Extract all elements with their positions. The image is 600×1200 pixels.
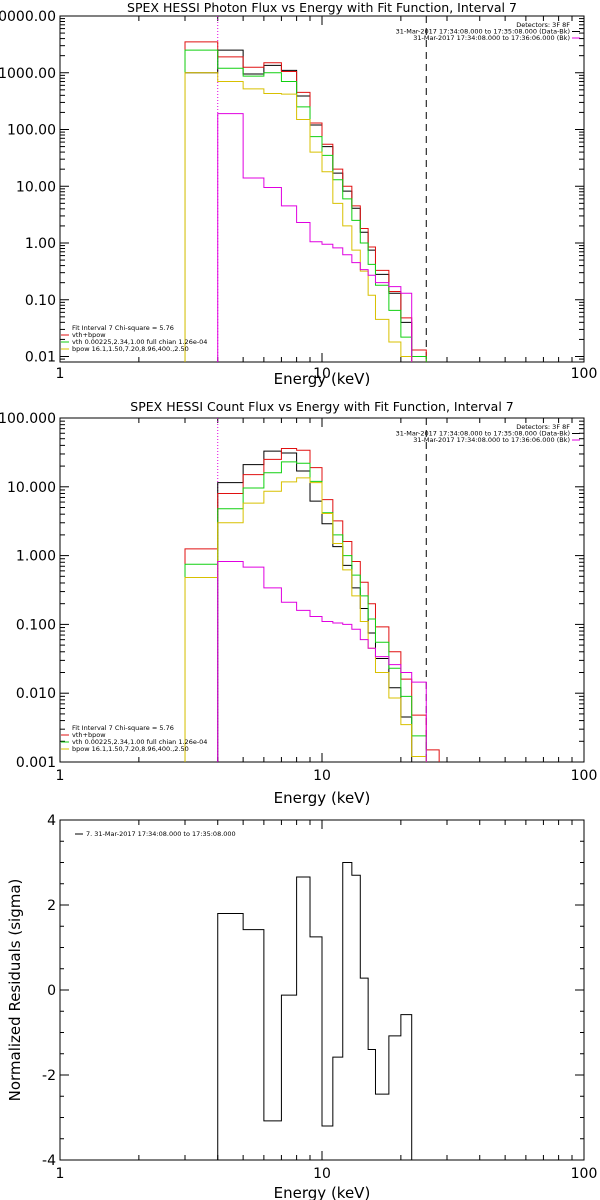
y-tick-label: -2 <box>42 1068 56 1084</box>
x-axis-label: Energy (keV) <box>274 1184 371 1200</box>
legend-text: 7. 31-Mar-2017 17:34:08.000 to 17:35:08.… <box>86 830 236 838</box>
series-group <box>217 862 413 1160</box>
y-tick-label: 2 <box>47 898 56 914</box>
series-group <box>184 448 440 762</box>
legend-text: vth 0.00225,2.34,1.00 full chian 1.26e-0… <box>72 338 207 346</box>
chart-panel-1: SPEX HESSI Photon Flux vs Energy with Fi… <box>0 0 597 388</box>
series-data-bk <box>217 450 413 762</box>
y-tick-label: 1.00 <box>25 236 56 252</box>
series-vth-bpow <box>184 41 427 362</box>
chart-title: SPEX HESSI Photon Flux vs Energy with Fi… <box>127 0 517 15</box>
y-tick-label: -4 <box>42 1153 56 1169</box>
legend-text: bpow 16.1,1.50,7.20,8.96,400.,2.50 <box>72 345 189 353</box>
y-tick-label: 0.100 <box>16 617 56 633</box>
x-tick-label: 1 <box>56 768 65 784</box>
x-tick-label: 100 <box>571 1166 598 1182</box>
info-line: 31-Mar-2017 17:34:08.000 to 17:36:06.000… <box>413 436 570 444</box>
y-tick-label: 0.010 <box>16 686 56 702</box>
info-line: 31-Mar-2017 17:34:08.000 to 17:35:08.000… <box>396 430 570 438</box>
info-line: Detectors: 3F 8F <box>516 423 570 431</box>
legend-text: vth 0.00225,2.34,1.00 full chian 1.26e-0… <box>72 738 207 746</box>
legend-text: Fit Interval 7 Chi-square = 5.76 <box>72 724 174 732</box>
chart-panel-2: SPEX HESSI Count Flux vs Energy with Fit… <box>0 399 597 807</box>
legend-text: vth+bpow <box>72 331 106 339</box>
series-group <box>184 41 427 362</box>
y-tick-label: 0.10 <box>25 293 56 309</box>
x-axis-label: Energy (keV) <box>274 370 371 388</box>
y-tick-label: 1000.00 <box>0 66 56 82</box>
x-tick-label: 100 <box>571 366 598 382</box>
y-tick-label: 0 <box>47 983 56 999</box>
series-7-31-mar-2017-17-34-08-000-to-17-35-08-000 <box>217 862 413 1160</box>
y-tick-label: 10.00 <box>16 179 56 195</box>
series-vth <box>184 49 427 362</box>
x-tick-label: 10 <box>313 366 331 382</box>
x-tick-label: 10 <box>313 768 331 784</box>
series-data-bk <box>184 49 413 362</box>
chart-title: SPEX HESSI Count Flux vs Energy with Fit… <box>130 399 513 414</box>
y-tick-label: 10.000 <box>7 480 56 496</box>
y-tick-label: 100.00 <box>7 123 56 139</box>
y-tick-label: 1.000 <box>16 549 56 565</box>
series-bk <box>217 561 427 762</box>
series-bpow <box>184 477 427 762</box>
y-tick-label: 0.01 <box>25 350 56 366</box>
y-tick-label: 0.001 <box>16 755 56 771</box>
x-tick-label: 1 <box>56 1166 65 1182</box>
series-bk <box>217 113 413 362</box>
series-bpow <box>184 72 413 362</box>
y-tick-label: 100.000 <box>0 411 56 427</box>
legend-text: bpow 16.1,1.50,7.20,8.96,400.,2.50 <box>72 745 189 753</box>
y-axis-label: Normalized Residuals (sigma) <box>6 879 24 1102</box>
x-tick-label: 100 <box>571 768 598 784</box>
legend-text: Fit Interval 7 Chi-square = 5.76 <box>72 324 174 332</box>
info-line: 31-Mar-2017 17:34:08.000 to 17:36:06.000… <box>413 34 570 42</box>
legend-text: vth+bpow <box>72 731 106 739</box>
x-tick-label: 10 <box>313 1166 331 1182</box>
info-line: 31-Mar-2017 17:34:08.000 to 17:35:08.000… <box>396 28 570 36</box>
x-axis-label: Energy (keV) <box>274 789 371 807</box>
info-line: Detectors: 3F 8F <box>516 21 570 29</box>
series-vth <box>184 461 427 762</box>
x-tick-label: 1 <box>56 366 65 382</box>
y-tick-label: 4 <box>47 813 56 829</box>
plot-frame <box>59 15 585 363</box>
y-tick-label: 10000.00 <box>0 9 56 25</box>
chart-panel-3: 1 10 100 Energy (keV) -4 -2 0 2 4 Normalized Resi… <box>6 813 597 1200</box>
